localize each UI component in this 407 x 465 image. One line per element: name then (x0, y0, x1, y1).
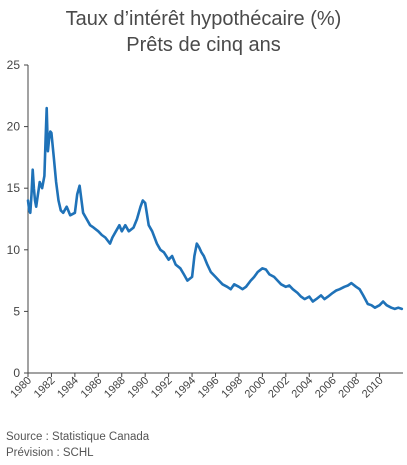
x-tick-label: 1986 (79, 375, 105, 401)
y-tick-label: 25 (7, 58, 21, 72)
x-tick-label: 2006 (313, 375, 339, 401)
chart-subtitle: Prêts de cinq ans (126, 34, 281, 56)
source-note: Source : Statistique Canada (6, 431, 150, 443)
y-tick-label: 5 (13, 304, 20, 318)
x-tick-label: 1988 (102, 375, 128, 401)
y-tick-label: 20 (7, 120, 21, 134)
x-tick-label: 1982 (32, 375, 58, 401)
x-tick-label: 1984 (55, 375, 81, 401)
x-tick-label: 1990 (126, 375, 152, 401)
x-tick-label: 2000 (243, 375, 269, 401)
x-tick-label: 2004 (290, 375, 316, 401)
y-tick-label: 15 (7, 181, 21, 195)
chart-title: Taux d’intérêt hypothécaire (%) (65, 8, 342, 30)
x-tick-label: 1980 (8, 375, 34, 401)
x-tick-label: 1994 (172, 375, 198, 401)
series-line (26, 106, 404, 311)
x-tick-label: 1992 (149, 375, 175, 401)
x-tick-label: 2010 (360, 375, 386, 401)
forecast-note: Prévision : SCHL (6, 447, 94, 459)
y-tick-label: 0 (13, 366, 20, 380)
x-tick-label: 2002 (266, 375, 292, 401)
y-tick-label: 10 (7, 243, 21, 257)
x-tick-label: 2008 (336, 375, 362, 401)
x-tick-label: 1996 (196, 375, 222, 401)
x-tick-label: 1998 (219, 375, 245, 401)
